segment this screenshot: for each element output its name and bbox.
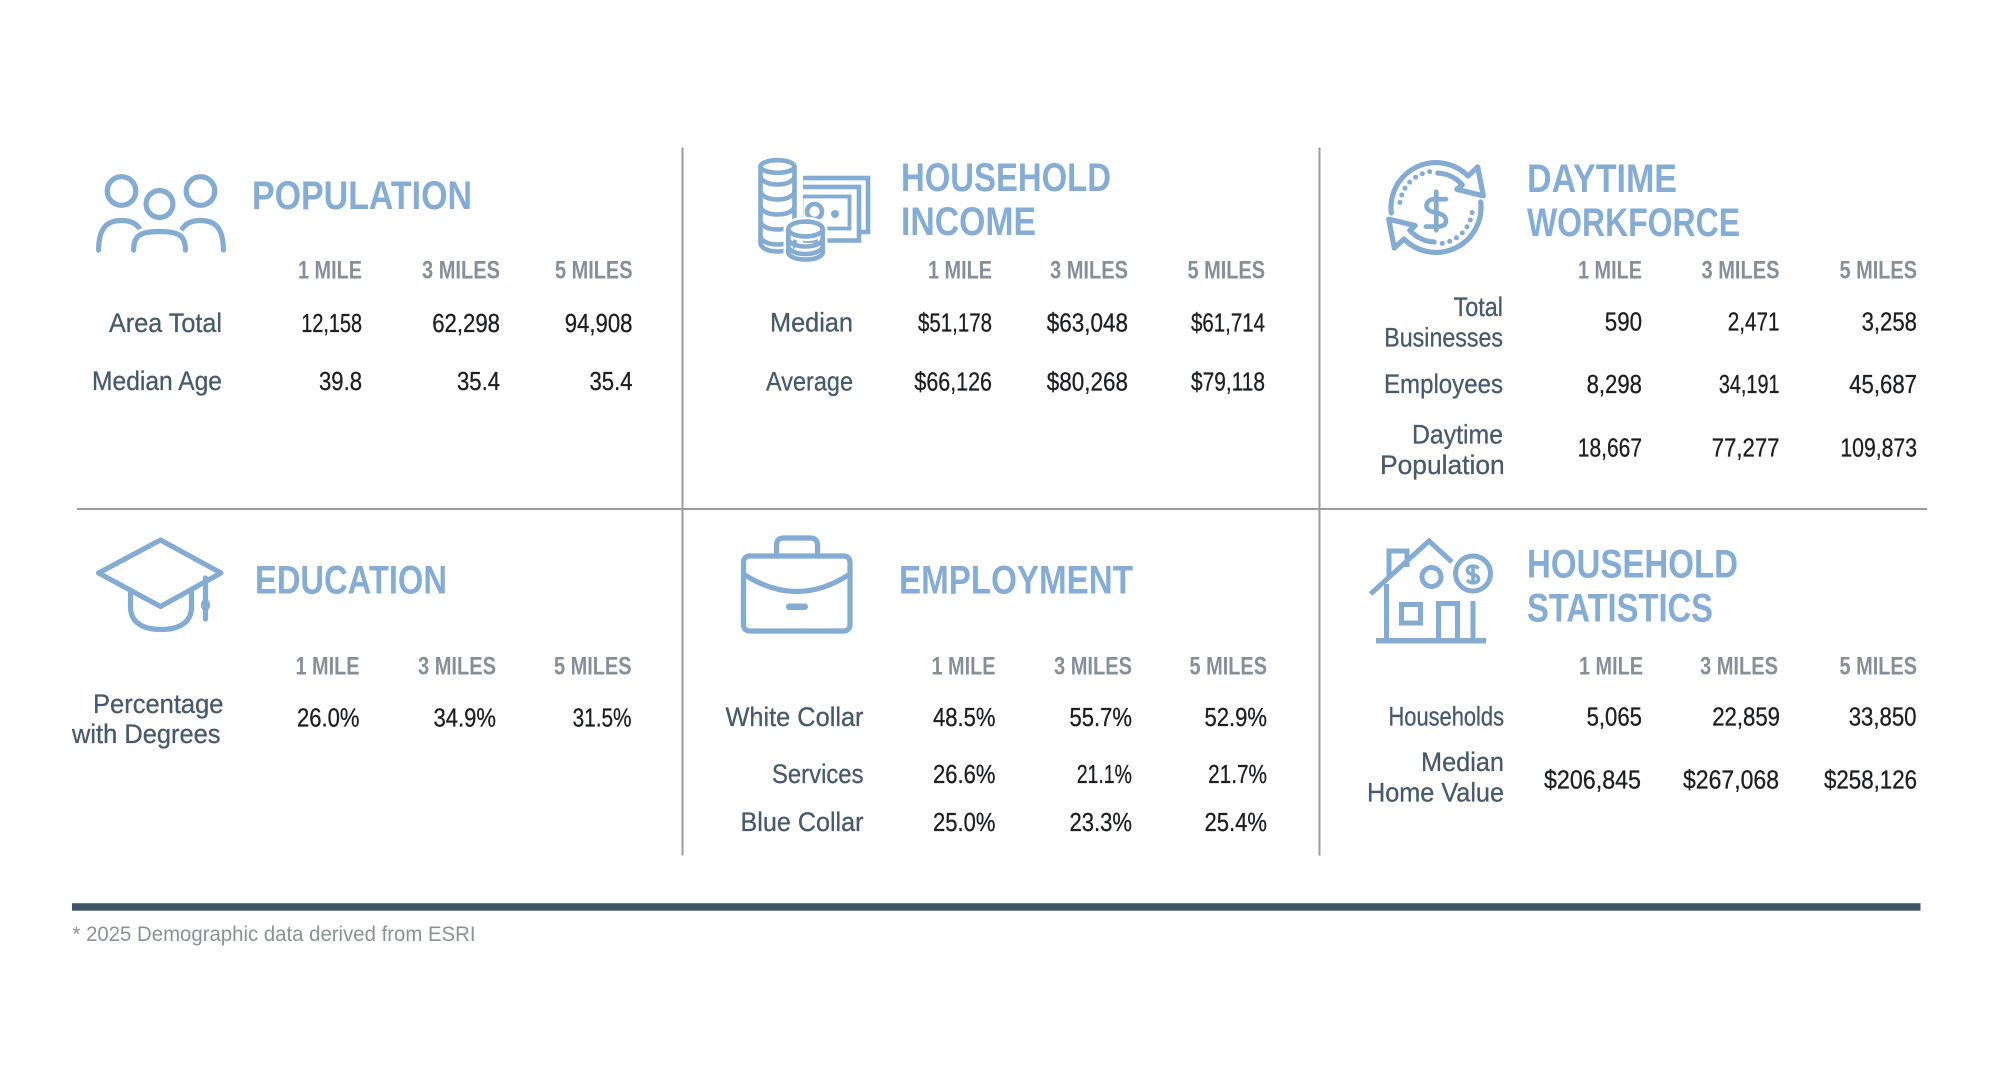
svg-text:33,850: 33,850	[1849, 702, 1917, 732]
svg-text:1 MILE: 1 MILE	[928, 257, 992, 285]
svg-text:Total: Total	[1454, 292, 1504, 322]
svg-text:1 MILE: 1 MILE	[1578, 257, 1642, 285]
svg-text:5,065: 5,065	[1587, 702, 1642, 732]
svg-text:EMPLOYMENT: EMPLOYMENT	[899, 559, 1133, 603]
svg-text:Percentage: Percentage	[93, 689, 224, 719]
svg-text:$79,118: $79,118	[1191, 367, 1265, 397]
svg-text:23.3%: 23.3%	[1070, 807, 1133, 837]
svg-text:$206,845: $206,845	[1544, 765, 1641, 795]
svg-text:Services: Services	[772, 759, 864, 789]
svg-text:Average: Average	[766, 367, 853, 397]
svg-text:5 MILES: 5 MILES	[1188, 257, 1266, 285]
svg-text:Median Age: Median Age	[92, 366, 222, 396]
svg-text:WORKFORCE: WORKFORCE	[1527, 201, 1740, 245]
svg-text:EDUCATION: EDUCATION	[255, 559, 447, 603]
svg-text:3,258: 3,258	[1862, 307, 1917, 337]
svg-text:109,873: 109,873	[1840, 433, 1917, 463]
svg-text:34,191: 34,191	[1719, 369, 1780, 399]
svg-text:45,687: 45,687	[1849, 369, 1917, 399]
svg-text:26.0%: 26.0%	[297, 703, 360, 733]
svg-text:5 MILES: 5 MILES	[1840, 257, 1918, 285]
svg-text:DAYTIME: DAYTIME	[1527, 157, 1677, 201]
svg-text:5 MILES: 5 MILES	[555, 257, 633, 285]
svg-text:26.6%: 26.6%	[933, 759, 996, 789]
svg-text:2,471: 2,471	[1728, 307, 1780, 337]
svg-text:5 MILES: 5 MILES	[554, 653, 632, 681]
svg-text:31.5%: 31.5%	[573, 703, 632, 733]
svg-text:21.7%: 21.7%	[1208, 759, 1267, 789]
svg-text:$267,068: $267,068	[1683, 765, 1779, 795]
svg-text:94,908: 94,908	[565, 308, 633, 338]
svg-text:HOUSEHOLD: HOUSEHOLD	[1527, 543, 1738, 587]
svg-text:3 MILES: 3 MILES	[1702, 257, 1780, 285]
svg-text:Area Total: Area Total	[109, 308, 222, 338]
svg-text:POPULATION: POPULATION	[252, 174, 472, 218]
svg-text:21.1%: 21.1%	[1077, 759, 1132, 789]
svg-text:3 MILES: 3 MILES	[422, 257, 500, 285]
svg-text:5 MILES: 5 MILES	[1190, 653, 1268, 681]
svg-text:Blue Collar: Blue Collar	[741, 807, 864, 837]
svg-text:8,298: 8,298	[1587, 369, 1642, 399]
svg-text:$80,268: $80,268	[1047, 367, 1128, 397]
svg-text:3 MILES: 3 MILES	[418, 653, 496, 681]
svg-text:1 MILE: 1 MILE	[932, 653, 996, 681]
svg-text:22,859: 22,859	[1712, 702, 1780, 732]
svg-text:35.4: 35.4	[457, 366, 500, 396]
svg-text:$63,048: $63,048	[1047, 308, 1128, 338]
svg-text:62,298: 62,298	[432, 308, 500, 338]
svg-text:* 2025 Demographic data derive: * 2025 Demographic data derived from ESR…	[73, 923, 476, 946]
svg-text:Households: Households	[1389, 702, 1505, 732]
svg-text:1 MILE: 1 MILE	[298, 257, 362, 285]
svg-text:$66,126: $66,126	[914, 367, 992, 397]
svg-text:25.4%: 25.4%	[1205, 807, 1268, 837]
svg-text:55.7%: 55.7%	[1070, 702, 1133, 732]
svg-text:$61,714: $61,714	[1191, 308, 1265, 338]
svg-text:48.5%: 48.5%	[933, 702, 996, 732]
svg-text:590: 590	[1605, 307, 1642, 337]
svg-text:Daytime: Daytime	[1412, 420, 1503, 450]
svg-text:$258,126: $258,126	[1824, 765, 1917, 795]
svg-text:39.8: 39.8	[319, 366, 362, 396]
svg-text:5 MILES: 5 MILES	[1840, 653, 1918, 681]
svg-text:with Degrees: with Degrees	[71, 719, 220, 749]
svg-text:Businesses: Businesses	[1384, 323, 1503, 353]
svg-text:INCOME: INCOME	[901, 200, 1036, 244]
svg-text:25.0%: 25.0%	[933, 807, 996, 837]
svg-text:1 MILE: 1 MILE	[296, 653, 360, 681]
svg-text:3 MILES: 3 MILES	[1054, 653, 1132, 681]
svg-text:Median: Median	[1421, 747, 1504, 777]
svg-text:Home Value: Home Value	[1367, 778, 1504, 808]
svg-text:77,277: 77,277	[1712, 433, 1780, 463]
svg-text:1 MILE: 1 MILE	[1579, 653, 1643, 681]
svg-text:52.9%: 52.9%	[1205, 702, 1268, 732]
svg-text:Population: Population	[1380, 450, 1505, 480]
svg-text:3 MILES: 3 MILES	[1050, 257, 1128, 285]
svg-text:White Collar: White Collar	[726, 702, 864, 732]
svg-text:18,667: 18,667	[1578, 433, 1642, 463]
svg-text:Employees: Employees	[1384, 369, 1503, 399]
svg-text:12,158: 12,158	[301, 308, 362, 338]
svg-text:STATISTICS: STATISTICS	[1527, 587, 1713, 631]
svg-text:35.4: 35.4	[590, 366, 633, 396]
svg-text:HOUSEHOLD: HOUSEHOLD	[901, 156, 1111, 200]
svg-text:$51,178: $51,178	[918, 308, 992, 338]
svg-text:34.9%: 34.9%	[434, 703, 497, 733]
svg-text:3 MILES: 3 MILES	[1700, 653, 1778, 681]
svg-text:Median: Median	[770, 308, 853, 338]
